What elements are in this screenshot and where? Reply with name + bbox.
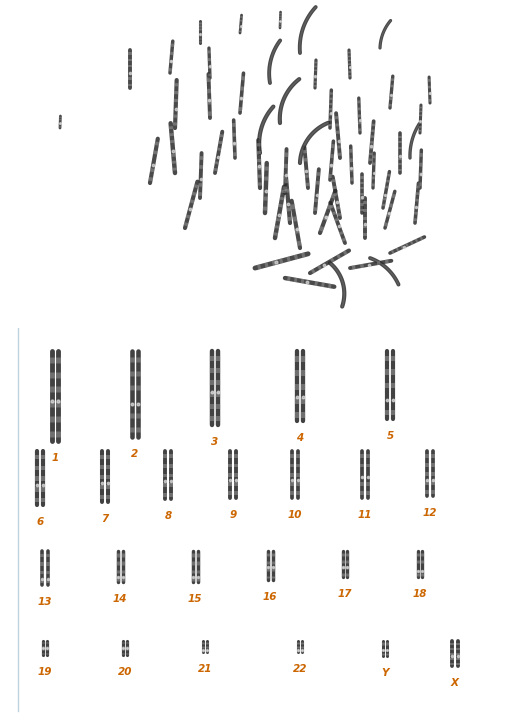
- Text: 5: 5: [386, 430, 393, 441]
- Text: 4: 4: [297, 433, 304, 443]
- Text: 2: 2: [131, 448, 138, 459]
- Text: 3: 3: [211, 437, 219, 447]
- Text: 17: 17: [338, 590, 352, 599]
- Text: 18: 18: [413, 590, 427, 599]
- Text: 15: 15: [188, 594, 202, 604]
- Text: X: X: [451, 678, 459, 688]
- Text: 11: 11: [358, 510, 372, 520]
- Text: 20: 20: [118, 667, 132, 676]
- Text: 21: 21: [198, 664, 212, 674]
- Text: 9: 9: [229, 510, 237, 520]
- Text: 7: 7: [101, 514, 108, 524]
- Text: 1: 1: [51, 453, 59, 463]
- Text: 19: 19: [38, 667, 52, 676]
- Text: 10: 10: [288, 510, 302, 520]
- Text: 22: 22: [293, 664, 307, 674]
- Text: 13: 13: [38, 596, 52, 606]
- Text: 6: 6: [37, 517, 44, 527]
- Text: Y: Y: [381, 668, 389, 678]
- Text: 8: 8: [164, 511, 172, 521]
- Text: 16: 16: [263, 592, 277, 602]
- Text: 12: 12: [423, 508, 437, 518]
- Text: 14: 14: [113, 594, 127, 604]
